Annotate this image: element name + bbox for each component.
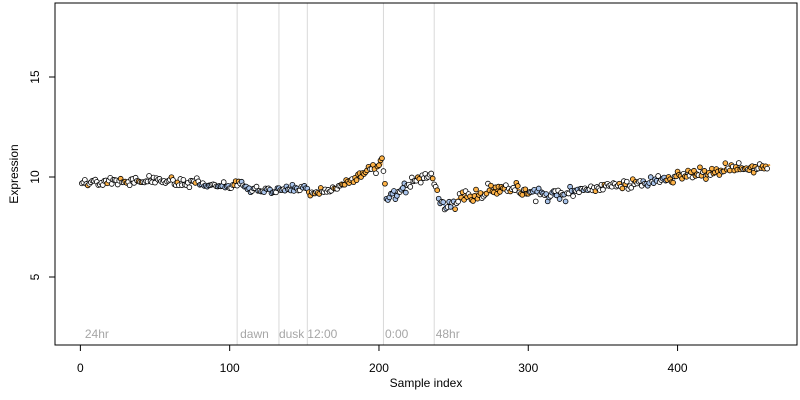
data-point (470, 198, 476, 204)
phase-annotation: dawn (240, 327, 269, 341)
phase-annotation: 0:00 (385, 327, 409, 341)
data-point (543, 191, 549, 197)
data-point (515, 183, 521, 189)
plot-frame (54, 2, 798, 346)
x-tick-label: 400 (668, 361, 688, 375)
data-point (722, 160, 729, 166)
data-point (440, 199, 446, 205)
phase-annotation: 48hr (436, 327, 460, 341)
data-point (376, 162, 382, 169)
data-point (391, 188, 397, 194)
data-point (455, 198, 461, 205)
x-axis-title: Sample index (390, 376, 463, 390)
x-axis: 0 100 200 300 400 (77, 345, 688, 375)
data-point (434, 187, 440, 194)
data-point (655, 173, 661, 179)
x-tick-label: 100 (220, 361, 240, 375)
y-tick-label: 5 (28, 273, 42, 280)
data-point (701, 168, 708, 174)
data-point (512, 187, 518, 193)
data-point (503, 182, 509, 188)
data-point (570, 193, 576, 199)
data-point (535, 185, 542, 192)
phase-annotation: 24hr (85, 327, 109, 341)
y-axis-title: Expression (7, 144, 21, 203)
data-point (428, 170, 435, 177)
data-point (382, 180, 388, 187)
data-point (670, 179, 676, 186)
phase-lines (236, 3, 435, 345)
data-point (553, 192, 560, 199)
data-point (180, 177, 187, 183)
data-point (628, 184, 635, 191)
data-point (373, 170, 379, 177)
data-point (600, 186, 606, 193)
y-tick-label: 15 (28, 70, 42, 84)
data-point (750, 169, 757, 176)
data-point (417, 179, 424, 186)
data-point (497, 189, 503, 195)
x-tick-label: 200 (369, 361, 389, 375)
data-point (519, 192, 526, 198)
data-point (473, 186, 479, 193)
data-point (126, 182, 133, 189)
data-point (407, 184, 414, 190)
x-tick-label: 300 (518, 361, 538, 375)
data-point (353, 177, 360, 183)
x-tick-label: 0 (77, 361, 84, 375)
data-point (556, 196, 563, 202)
phase-annotations: 24hr dawn dusk 12:00 0:00 48hr (85, 327, 460, 341)
data-point (562, 198, 569, 205)
data-point (619, 185, 626, 192)
data-point (380, 168, 387, 174)
data-point (647, 174, 654, 180)
data-point (452, 206, 458, 212)
data-point (379, 155, 385, 162)
data-point (403, 189, 409, 196)
y-tick-label: 10 (28, 170, 42, 184)
phase-annotation: dusk (279, 327, 305, 341)
data-point (429, 175, 436, 182)
data-point (735, 160, 742, 166)
data-point (764, 165, 770, 172)
data-point (691, 167, 697, 174)
data-point (186, 184, 193, 191)
phase-annotation: 12:00 (307, 327, 337, 341)
data-point (220, 179, 227, 185)
data-point (400, 185, 406, 191)
data-point (697, 164, 703, 171)
data-point (532, 198, 539, 205)
data-point (624, 178, 630, 185)
data-points (79, 155, 770, 213)
data-point (522, 186, 529, 193)
y-axis: 5 10 15 (28, 70, 55, 280)
